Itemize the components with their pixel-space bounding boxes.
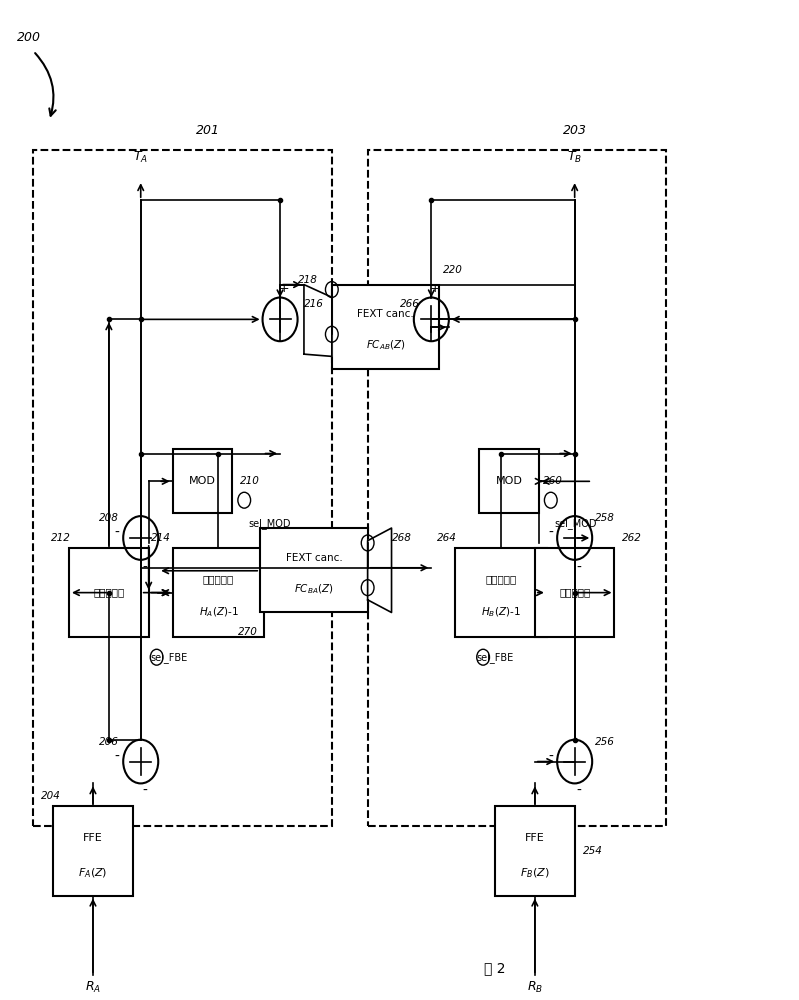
Text: $T_B$: $T_B$	[567, 150, 582, 165]
Text: $F_B(Z)$: $F_B(Z)$	[520, 867, 550, 880]
Text: 260: 260	[543, 476, 562, 486]
Text: $H_B(Z)$-1: $H_B(Z)$-1	[481, 605, 521, 619]
Text: -: -	[576, 784, 581, 798]
Text: $R_B$: $R_B$	[527, 980, 543, 995]
Text: FEXT canc.: FEXT canc.	[285, 553, 342, 563]
Text: 203: 203	[562, 124, 586, 137]
Text: 254: 254	[582, 846, 602, 856]
Text: 204: 204	[42, 791, 61, 801]
Bar	[368, 150, 666, 826]
Text: sel_MOD: sel_MOD	[248, 518, 291, 529]
Text: 264: 264	[437, 533, 457, 543]
Text: -: -	[548, 526, 553, 540]
Text: 确定处理器: 确定处理器	[93, 588, 125, 598]
Polygon shape	[304, 285, 332, 356]
Text: 212: 212	[51, 533, 71, 543]
FancyBboxPatch shape	[535, 548, 614, 637]
Text: +: +	[430, 282, 440, 295]
Text: 201: 201	[197, 124, 221, 137]
FancyBboxPatch shape	[54, 806, 133, 896]
FancyBboxPatch shape	[69, 548, 149, 637]
Text: 图 2: 图 2	[484, 961, 506, 975]
FancyBboxPatch shape	[173, 449, 233, 513]
Text: 反馈均衡器: 反馈均衡器	[486, 574, 517, 584]
Text: 208: 208	[99, 513, 119, 523]
Text: MOD: MOD	[189, 476, 216, 486]
Text: -: -	[142, 784, 147, 798]
Text: 214: 214	[151, 533, 170, 543]
Text: -: -	[114, 526, 119, 540]
Text: 256: 256	[594, 737, 614, 747]
Text: 268: 268	[392, 533, 411, 543]
Text: sel_FBE: sel_FBE	[476, 652, 514, 663]
Text: FFE: FFE	[525, 833, 545, 843]
Text: 220: 220	[443, 265, 463, 275]
Text: $T_A$: $T_A$	[133, 150, 149, 165]
Text: +: +	[279, 282, 289, 295]
Text: 266: 266	[400, 299, 419, 309]
Text: 262: 262	[622, 533, 642, 543]
Bar	[34, 150, 332, 826]
Text: 200: 200	[18, 31, 42, 44]
Text: 258: 258	[594, 513, 614, 523]
Text: $FC_{AB}(Z)$: $FC_{AB}(Z)$	[366, 339, 405, 352]
Text: $H_A(Z)$-1: $H_A(Z)$-1	[198, 605, 238, 619]
FancyBboxPatch shape	[479, 449, 539, 513]
Text: 210: 210	[240, 476, 260, 486]
FancyBboxPatch shape	[173, 548, 264, 637]
Text: 206: 206	[99, 737, 119, 747]
Text: -: -	[548, 750, 553, 764]
Text: sel_MOD: sel_MOD	[555, 518, 598, 529]
Text: $F_A(Z)$: $F_A(Z)$	[78, 867, 108, 880]
Text: 216: 216	[304, 299, 324, 309]
FancyBboxPatch shape	[495, 806, 574, 896]
Text: FEXT canc.: FEXT canc.	[357, 309, 414, 319]
Text: 反馈均衡器: 反馈均衡器	[203, 574, 234, 584]
Text: 确定处理器: 确定处理器	[559, 588, 590, 598]
FancyBboxPatch shape	[332, 285, 439, 369]
Text: -: -	[576, 561, 581, 575]
Text: $FC_{BA}(Z)$: $FC_{BA}(Z)$	[294, 582, 334, 596]
Text: MOD: MOD	[495, 476, 523, 486]
Polygon shape	[368, 528, 392, 612]
Text: 218: 218	[298, 275, 318, 285]
FancyBboxPatch shape	[455, 548, 547, 637]
Text: FFE: FFE	[83, 833, 103, 843]
Text: 270: 270	[238, 627, 258, 637]
Text: $R_A$: $R_A$	[85, 980, 101, 995]
FancyBboxPatch shape	[260, 528, 368, 612]
Text: -: -	[114, 750, 119, 764]
Text: -: -	[142, 561, 147, 575]
Text: sel_FBE: sel_FBE	[150, 652, 187, 663]
